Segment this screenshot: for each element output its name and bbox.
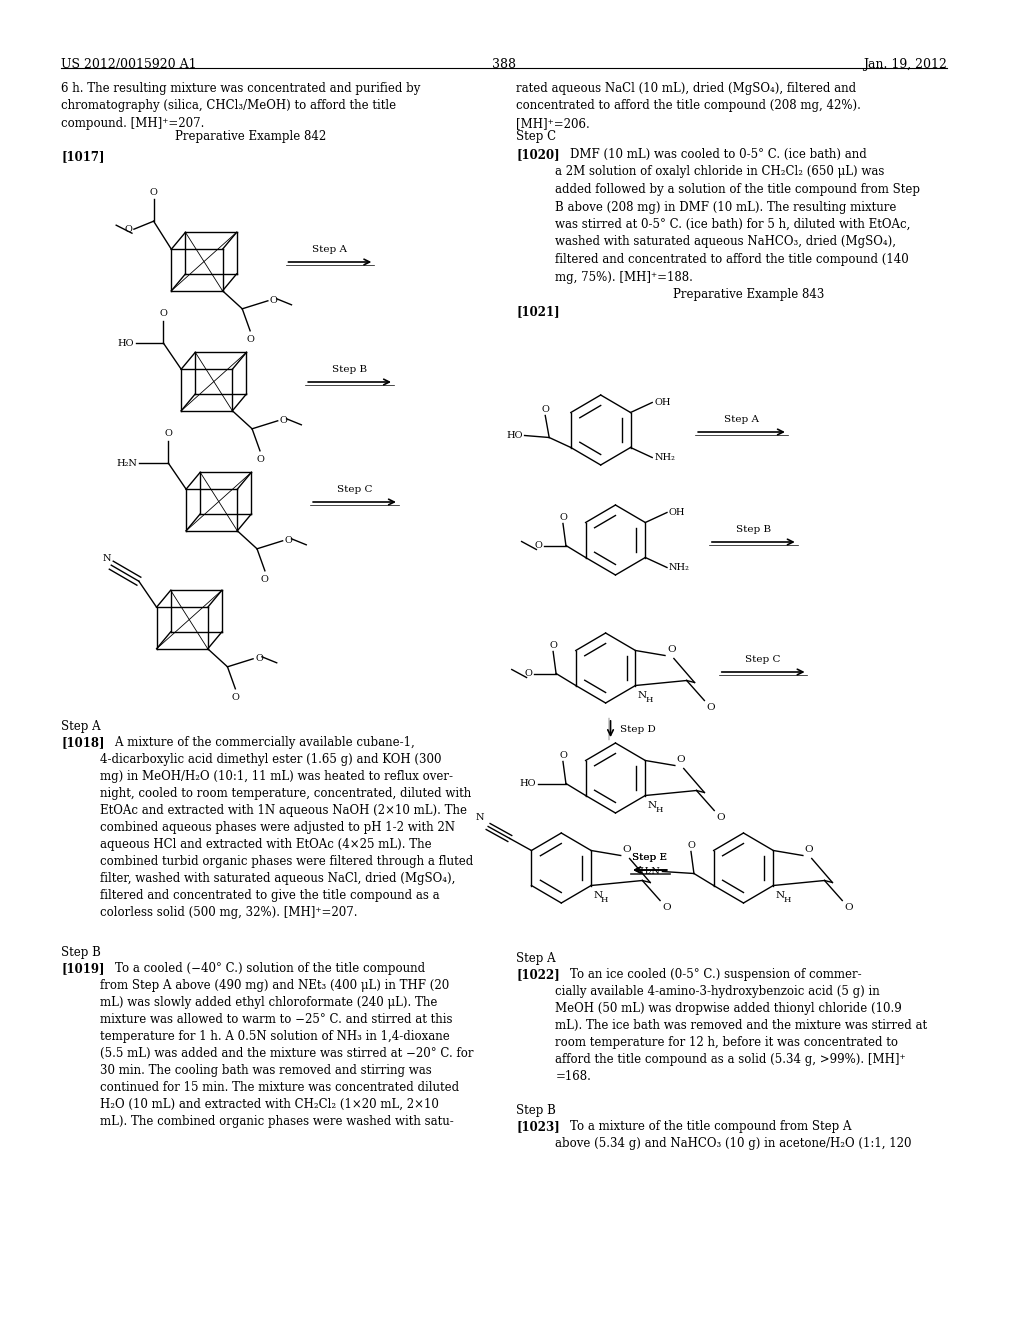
Text: O: O — [160, 309, 167, 318]
Text: HO: HO — [520, 779, 537, 788]
Text: Step B: Step B — [736, 525, 771, 535]
Text: [1017]: [1017] — [61, 150, 104, 162]
Text: O: O — [231, 693, 240, 702]
Text: O: O — [255, 655, 263, 663]
Text: [1020]: [1020] — [516, 148, 560, 161]
Text: O: O — [559, 751, 567, 759]
Text: O: O — [844, 903, 853, 912]
Text: Preparative Example 843: Preparative Example 843 — [673, 288, 824, 301]
Text: Step E: Step E — [633, 853, 668, 862]
Text: Step A: Step A — [724, 414, 759, 424]
Text: A mixture of the commercially available cubane-1,
4-dicarboxylic acid dimethyl e: A mixture of the commercially available … — [100, 737, 474, 919]
Text: O: O — [667, 644, 676, 653]
Text: O: O — [285, 536, 293, 545]
Text: O: O — [707, 702, 715, 711]
Text: Step B: Step B — [61, 946, 101, 960]
Text: Step B: Step B — [332, 366, 368, 374]
Text: Jan. 19, 2012: Jan. 19, 2012 — [863, 58, 947, 71]
Text: O: O — [261, 574, 269, 583]
Text: HO: HO — [506, 432, 522, 440]
Text: To an ice cooled (0-5° C.) suspension of commer-
cially available 4-amino-3-hydr: To an ice cooled (0-5° C.) suspension of… — [555, 968, 928, 1082]
Text: N: N — [593, 891, 602, 899]
Text: O: O — [663, 903, 671, 912]
Text: NH₂: NH₂ — [669, 564, 690, 572]
Text: N: N — [102, 554, 111, 564]
Text: H: H — [655, 807, 663, 814]
Text: O: O — [559, 512, 567, 521]
Text: O: O — [246, 335, 254, 343]
Text: O: O — [549, 640, 557, 649]
Text: O: O — [269, 296, 278, 305]
Text: [1023]: [1023] — [516, 1119, 560, 1133]
Text: Step A: Step A — [61, 719, 100, 733]
Text: O: O — [256, 455, 264, 463]
Text: Preparative Example 842: Preparative Example 842 — [175, 129, 327, 143]
Text: O: O — [165, 429, 172, 438]
Text: O: O — [280, 416, 288, 425]
Text: O: O — [535, 541, 543, 550]
Text: 6 h. The resulting mixture was concentrated and purified by
chromatography (sili: 6 h. The resulting mixture was concentra… — [61, 82, 421, 129]
Text: O: O — [542, 404, 549, 413]
Text: Step C: Step C — [745, 655, 781, 664]
Text: Step A: Step A — [516, 952, 556, 965]
Text: Step B: Step B — [516, 1104, 556, 1117]
Text: Step D: Step D — [621, 726, 656, 734]
Text: Step C: Step C — [337, 484, 373, 494]
Text: OH: OH — [654, 399, 671, 407]
Text: [1019]: [1019] — [61, 962, 104, 975]
Text: H: H — [645, 697, 652, 705]
Text: O: O — [677, 755, 685, 763]
Text: [1022]: [1022] — [516, 968, 560, 981]
Text: H: H — [783, 896, 791, 904]
Text: H₂N: H₂N — [640, 867, 660, 876]
Text: HO: HO — [118, 339, 134, 347]
Text: O: O — [805, 845, 813, 854]
Text: Step C: Step C — [516, 129, 556, 143]
Text: O: O — [687, 841, 695, 850]
Text: O: O — [150, 189, 158, 197]
Text: US 2012/0015920 A1: US 2012/0015920 A1 — [61, 58, 197, 71]
Text: H₂N: H₂N — [116, 459, 137, 467]
Text: N: N — [647, 800, 656, 809]
Text: OH: OH — [669, 508, 685, 517]
Text: N: N — [476, 813, 484, 822]
Text: H: H — [601, 896, 608, 904]
Text: [1018]: [1018] — [61, 737, 104, 748]
Text: O: O — [623, 845, 631, 854]
Text: O: O — [124, 224, 132, 234]
Text: Step A: Step A — [312, 246, 347, 253]
Text: N: N — [775, 891, 784, 899]
Text: rated aqueous NaCl (10 mL), dried (MgSO₄), filtered and
concentrated to afford t: rated aqueous NaCl (10 mL), dried (MgSO₄… — [516, 82, 861, 129]
Text: NH₂: NH₂ — [654, 453, 675, 462]
Text: N: N — [637, 690, 646, 700]
Text: DMF (10 mL) was cooled to 0-5° C. (ice bath) and
a 2M solution of oxalyl chlorid: DMF (10 mL) was cooled to 0-5° C. (ice b… — [555, 148, 921, 284]
Text: 388: 388 — [493, 58, 516, 71]
Text: Step E: Step E — [633, 853, 668, 862]
Text: To a mixture of the title compound from Step A
above (5.34 g) and NaHCO₃ (10 g) : To a mixture of the title compound from … — [555, 1119, 912, 1150]
Text: To a cooled (−40° C.) solution of the title compound
from Step A above (490 mg) : To a cooled (−40° C.) solution of the ti… — [100, 962, 474, 1129]
Text: O: O — [716, 813, 725, 821]
Text: O: O — [524, 669, 532, 678]
Text: [1021]: [1021] — [516, 305, 560, 318]
